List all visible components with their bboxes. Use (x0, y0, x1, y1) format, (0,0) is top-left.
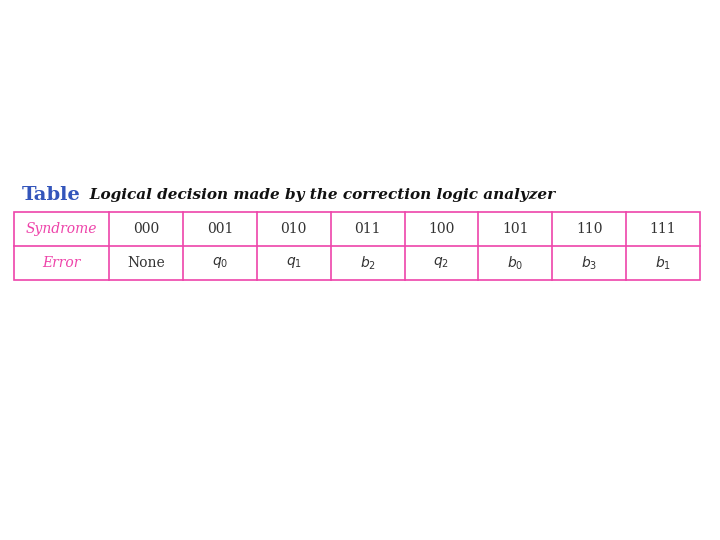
Text: 011: 011 (354, 222, 381, 236)
Text: 111: 111 (649, 222, 676, 236)
Text: 010: 010 (281, 222, 307, 236)
Text: 000: 000 (132, 222, 159, 236)
Text: $q_0$: $q_0$ (212, 255, 228, 271)
Text: $b_3$: $b_3$ (581, 254, 598, 272)
Bar (14, 212, 700, 280)
Text: 110: 110 (576, 222, 603, 236)
Text: 100: 100 (428, 222, 454, 236)
Text: $b_1$: $b_1$ (655, 254, 671, 272)
Text: 101: 101 (502, 222, 528, 236)
Text: Logical decision made by the correction logic analyzer: Logical decision made by the correction … (74, 188, 555, 202)
Text: Table: Table (22, 186, 81, 204)
Text: $b_0$: $b_0$ (507, 254, 523, 272)
Text: None: None (127, 256, 165, 270)
Text: Syndrome: Syndrome (26, 222, 97, 236)
Text: $b_2$: $b_2$ (359, 254, 376, 272)
Text: Error: Error (42, 256, 81, 270)
Text: 001: 001 (207, 222, 233, 236)
Text: $q_2$: $q_2$ (433, 255, 449, 271)
Text: $q_1$: $q_1$ (286, 255, 302, 271)
